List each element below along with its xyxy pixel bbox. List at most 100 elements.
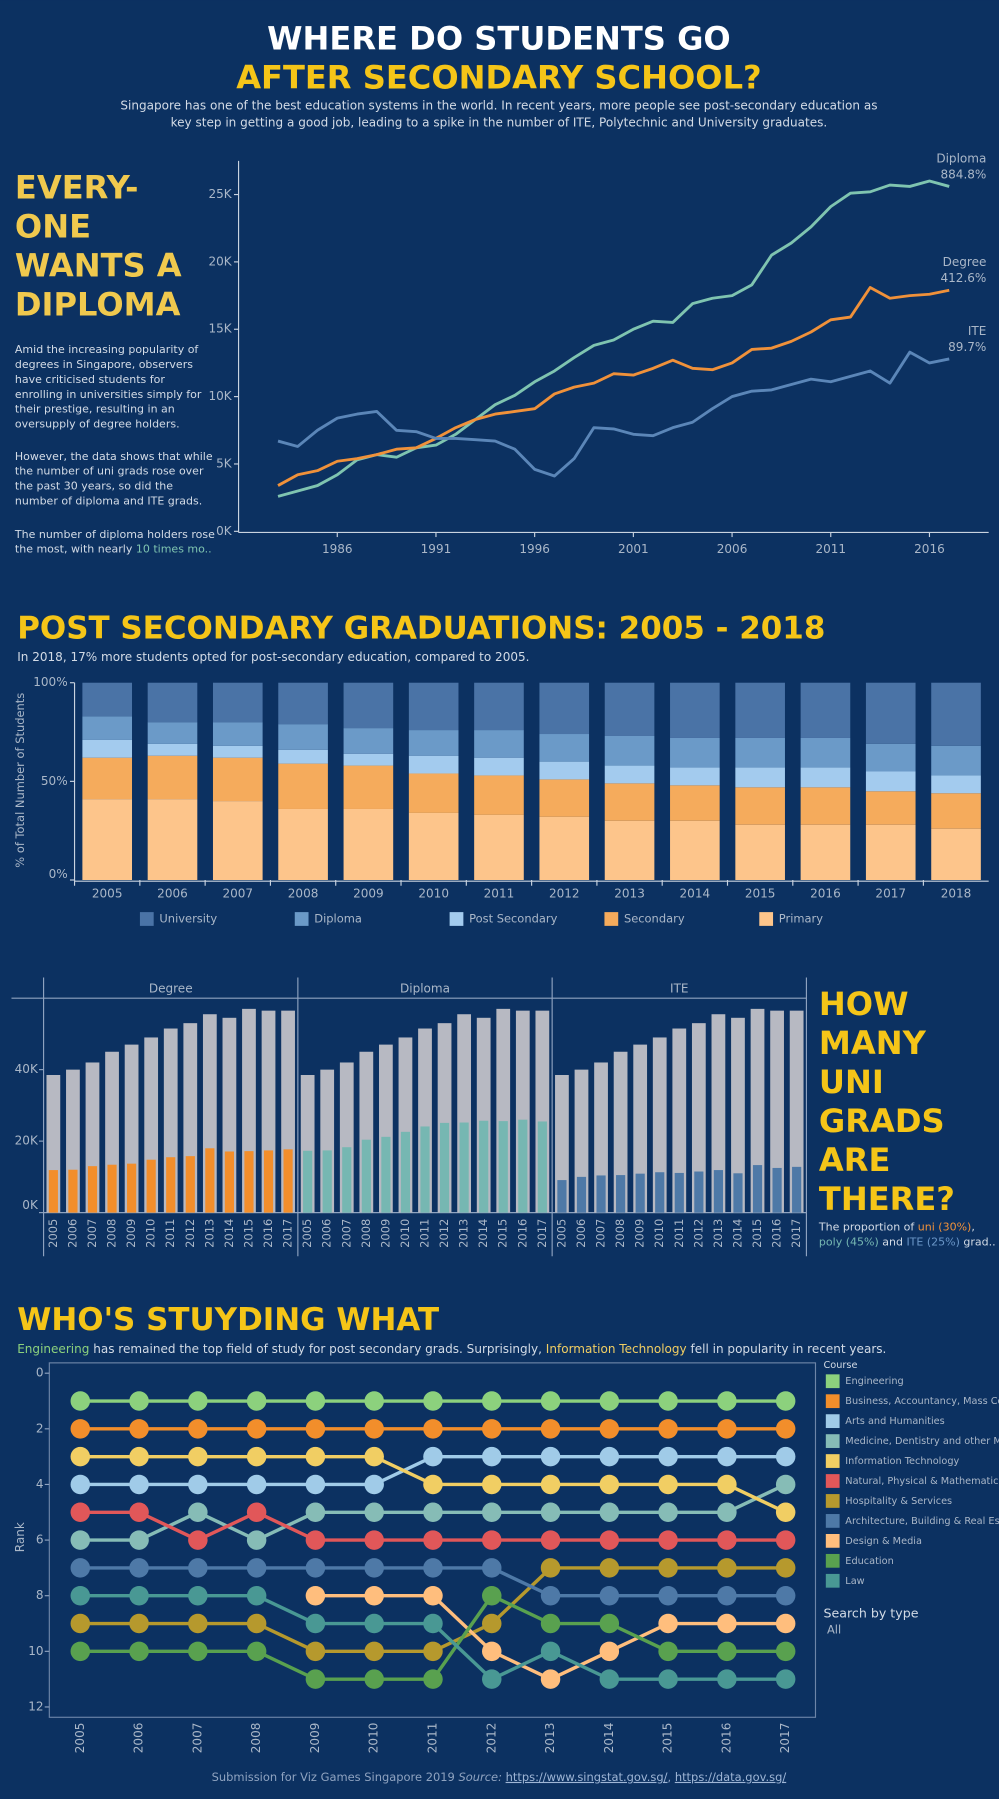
bar [420,1126,430,1213]
x-tick-label: 2008 [359,1219,373,1248]
bar [713,1170,723,1213]
rank-marker [364,1613,384,1634]
rank-marker [246,1585,267,1606]
bar [127,1163,137,1213]
bar-segment [278,808,328,881]
x-tick-label: 2009 [124,1219,138,1248]
panel-text-part: The proportion of [818,1221,918,1234]
y-axis-label: % of Total Number of Students [13,693,27,868]
rank-marker [540,1669,561,1689]
bar-segment [82,757,133,800]
bar [322,1150,332,1213]
x-tick-label: 2016 [515,1219,529,1248]
rank-marker [423,1530,443,1550]
rank-marker [717,1585,737,1606]
rank-marker [246,1419,267,1439]
bar-segment [408,773,459,813]
panel-header: Diploma [400,981,450,995]
bar-segment [212,801,263,881]
bar-segment [865,682,916,744]
bar-segment [147,682,198,723]
x-tick-label: 2006 [157,886,188,900]
x-tick-label: 2016 [261,1219,275,1248]
y-tick-label: 12 [28,1699,43,1713]
bar-segment [343,682,394,729]
x-tick-label: 2011 [425,1723,439,1754]
y-tick-label: 25K [208,187,232,201]
bar-segment [670,682,720,738]
panel-header: ITE [670,981,689,995]
rank-marker [305,1530,326,1550]
x-tick-label: 2005 [92,886,123,900]
footer-text-part[interactable]: https://www.singstat.gov.sg/ [506,1769,668,1783]
bar-segment [539,779,590,817]
total-bar [613,1051,628,1213]
bar-segment [800,767,851,788]
rank-marker [717,1419,737,1439]
rank-marker [717,1391,737,1411]
rank-marker [717,1613,737,1634]
x-tick-label: 2010 [398,1219,412,1248]
rank-marker [540,1613,561,1634]
x-tick-label: 2005 [46,1219,60,1248]
y-tick-label: 0K [216,524,233,538]
rank-marker [305,1446,326,1467]
x-tick-label: 2006 [132,1723,146,1754]
total-bar [731,1017,745,1213]
rank-marker [540,1558,561,1578]
rank-marker [775,1641,796,1662]
x-tick-label: 2006 [65,1219,79,1248]
section-title: POST SECONDARY GRADUATIONS: 2005 - 2018 [17,610,825,646]
rank-marker [540,1391,561,1411]
legend-swatch [825,1573,840,1588]
rank-marker [775,1502,796,1523]
bar [772,1167,782,1213]
rank-marker [658,1641,678,1662]
x-tick-label: 2012 [691,1219,705,1248]
rank-marker [305,1474,326,1495]
bar [616,1175,626,1213]
bar-segment [408,730,459,756]
total-bar [691,1023,706,1213]
footer-text-part: , [668,1769,675,1783]
x-tick-label: 2017 [875,886,906,900]
rank-marker [364,1446,384,1467]
bar-segment [82,739,133,758]
total-bar [574,1069,589,1213]
rank-marker [658,1669,678,1689]
bar [48,1170,58,1213]
rank-marker [70,1613,91,1634]
rank-marker [129,1613,149,1634]
bar-segment [931,775,981,794]
rank-marker [423,1669,443,1689]
bar-segment [212,722,263,746]
rank-marker [423,1391,443,1411]
legend-swatch [604,912,619,926]
section-title: WHO'S STUYDING WHAT [17,1302,439,1338]
rank-marker [364,1391,384,1411]
bar-segment [865,771,916,792]
rank-marker [188,1641,208,1662]
y-tick-label: 10 [28,1644,43,1658]
rank-marker [658,1530,678,1550]
rank-marker [658,1419,678,1439]
x-tick-label: 2011 [163,1219,177,1248]
x-tick-label: 2008 [249,1723,263,1754]
filter-value[interactable]: All [827,1623,841,1637]
legend-label: Information Technology [845,1456,959,1467]
bar-segment [278,749,328,764]
y-tick-label: 0 [36,1366,44,1380]
bar-segment [539,734,590,762]
bar-segment [670,785,720,821]
x-tick-label: 2013 [202,1219,216,1248]
x-tick-label: 2009 [353,886,384,900]
y-tick-label: 6 [36,1533,44,1547]
footer-text-part[interactable]: https://data.gov.sg/ [675,1769,787,1783]
x-tick-label: 2009 [308,1723,322,1754]
rank-marker [658,1585,678,1606]
rank-marker [482,1558,502,1578]
bar-segment [735,824,785,881]
rank-marker [246,1641,267,1662]
rank-marker [482,1613,502,1634]
